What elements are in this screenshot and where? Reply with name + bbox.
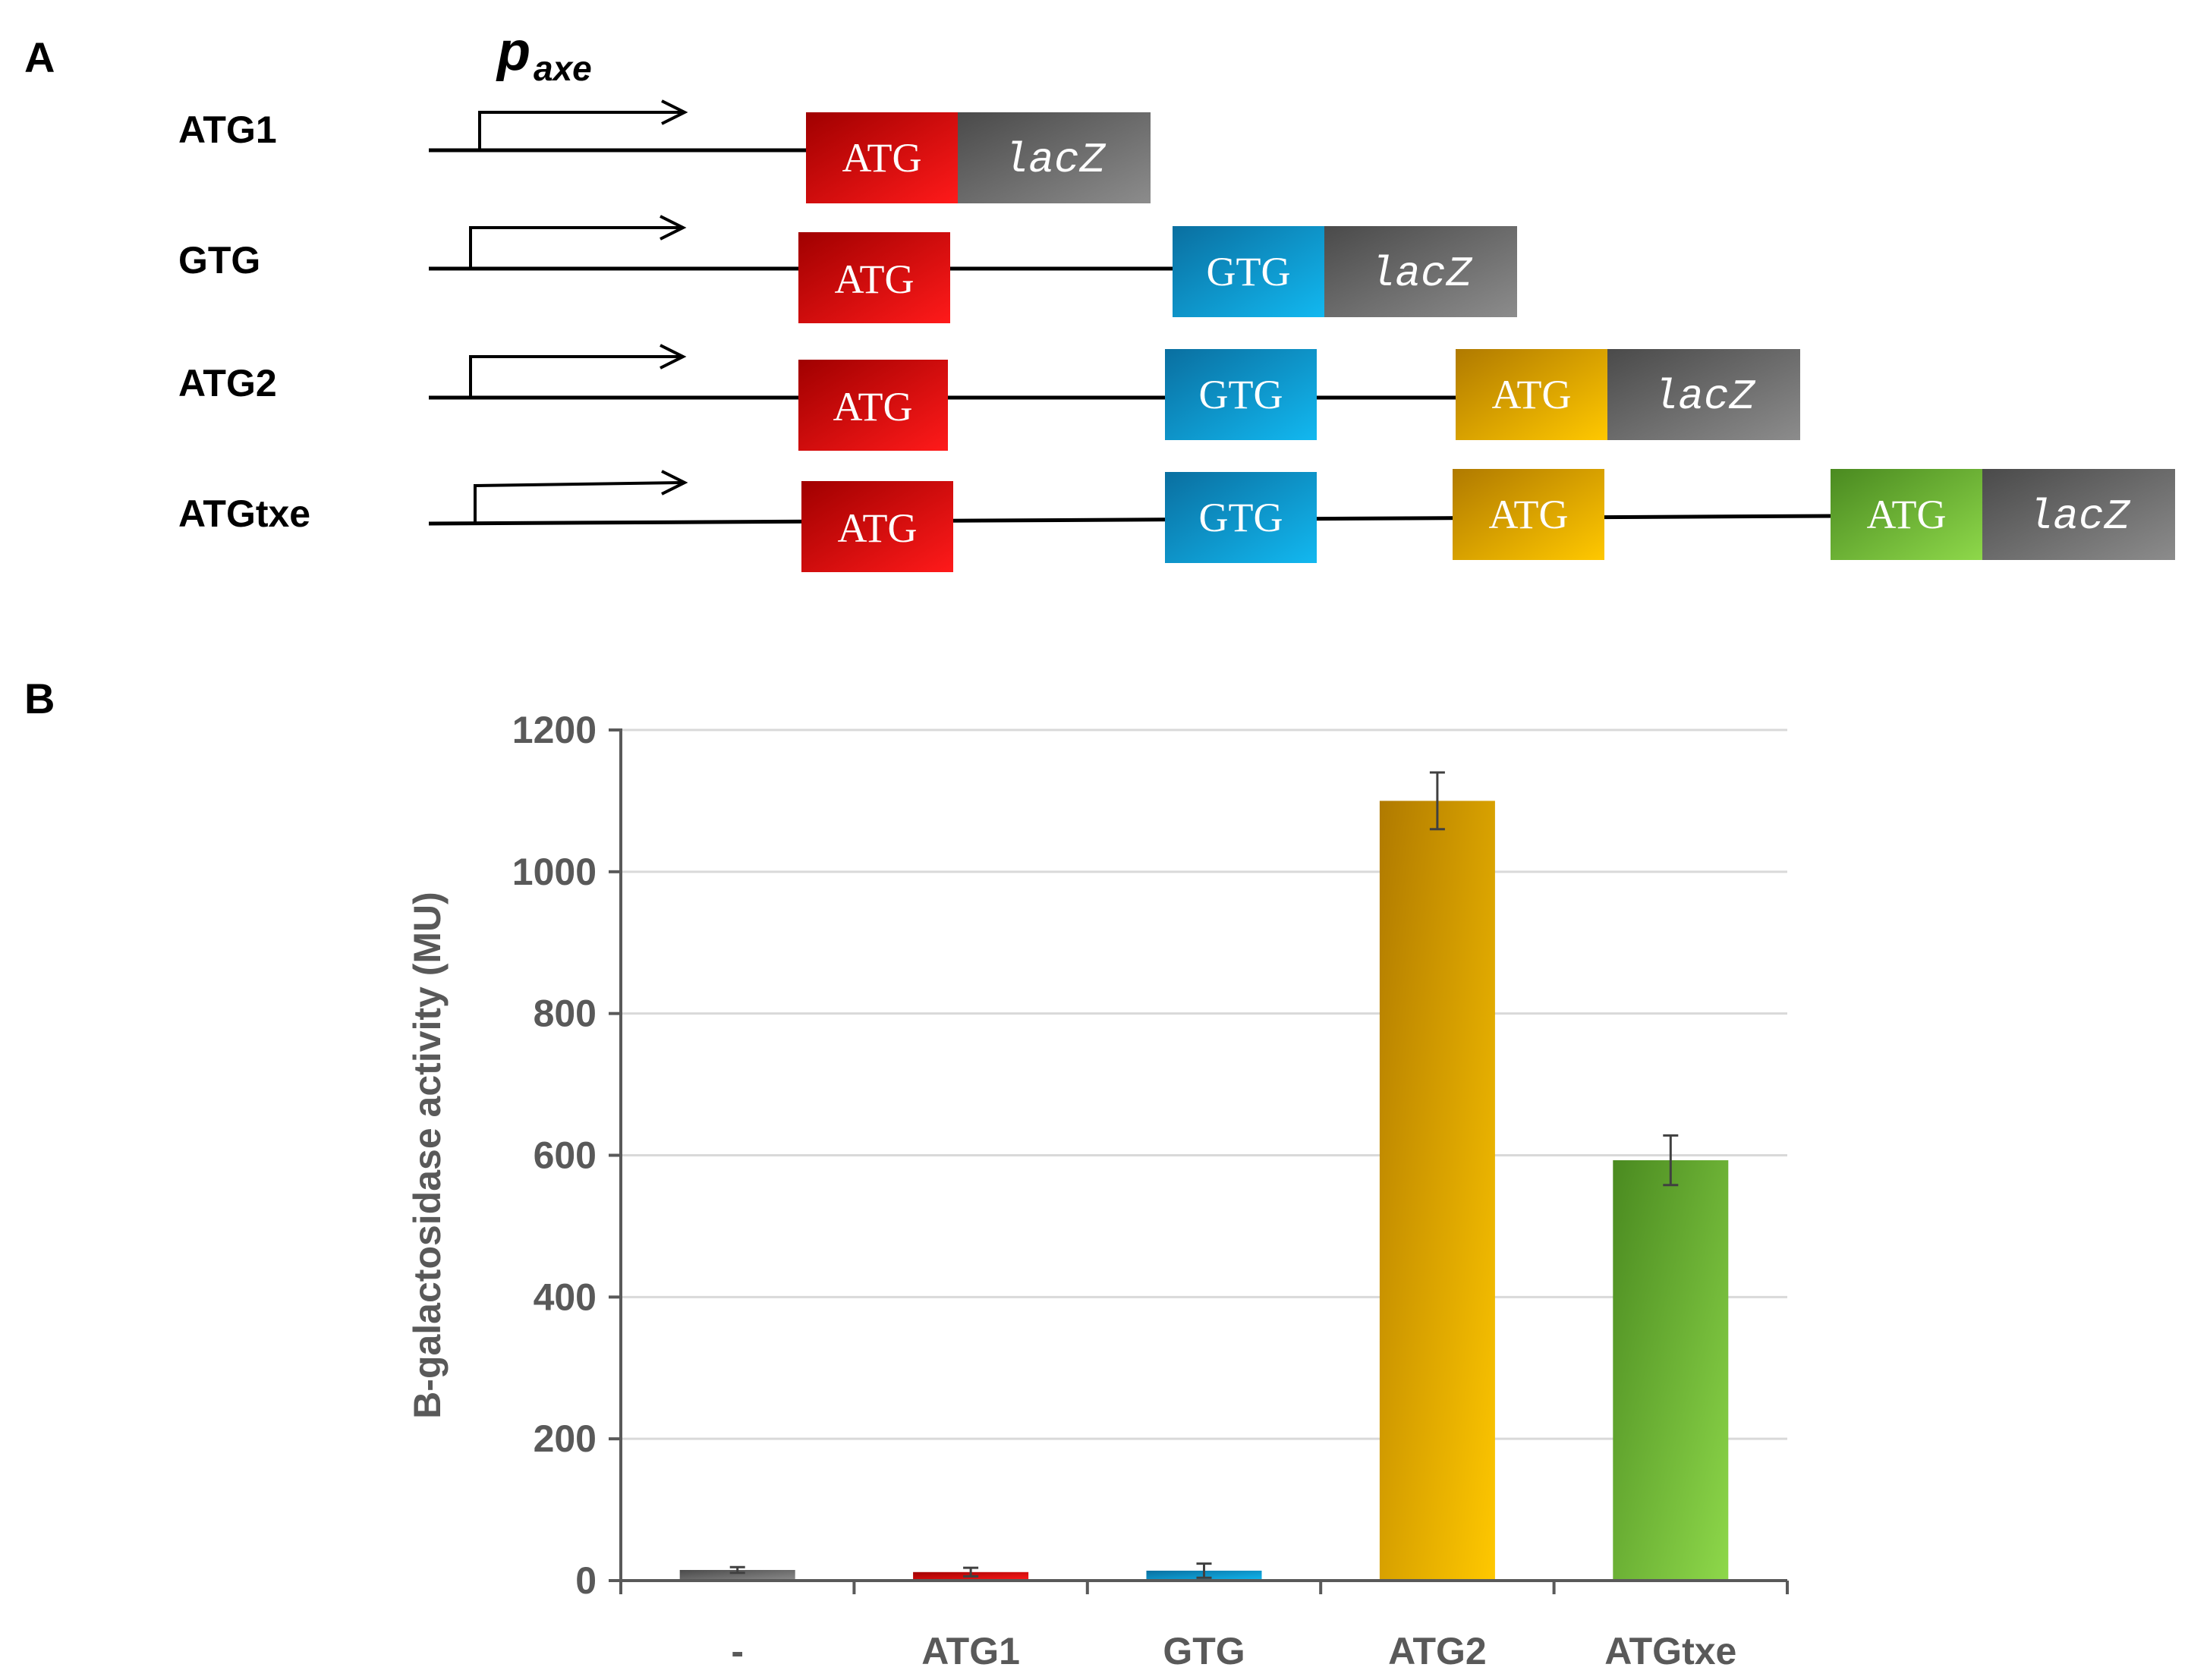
bar [1613,1160,1729,1581]
gene-box-label: lacZ [1003,136,1107,184]
gene-box-label: ATG [1489,492,1569,537]
gridlines [621,728,1787,1440]
gene-box [1165,349,1317,440]
construct-label: GTG [178,239,260,282]
construct-row: ATG1 ATG lacZ [178,99,1151,203]
panel-a-label: A [24,33,55,81]
gene-box-label: ATG [842,135,922,181]
promoter-label: paxe [496,21,592,88]
gene-box [798,232,950,323]
x-category-label: GTG [1163,1630,1245,1672]
y-tick-label: 400 [534,1276,597,1318]
gene-box [1453,469,1604,560]
gene-box [1982,469,2175,560]
promoter-arrow [478,111,683,150]
construct-label: ATG2 [178,362,277,404]
y-tick-label: 800 [534,993,597,1035]
y-axis-title: B-galactosidase activity (MU) [406,892,449,1419]
gene-box-label: lacZ [1370,250,1473,298]
gene-box [1324,226,1517,317]
gene-box-label: ATG [835,256,915,302]
x-category-label: - [731,1630,744,1672]
gene-box [1831,469,1982,560]
gene-box [958,112,1151,203]
gene-box [1165,472,1317,563]
y-tick-label: 600 [534,1134,597,1177]
x-category-label: ATGtxe [1604,1630,1736,1672]
axes [609,728,1789,1594]
y-tick-label: 1000 [512,851,597,893]
promoter-arrow [469,355,682,398]
gene-box-label: GTG [1199,372,1283,417]
construct-diagram: ATG1 ATG lacZ GTG ATG GTG lacZ ATG2 [178,99,2175,572]
gene-box-label: lacZ [2028,492,2131,541]
gene-box-label: ATG [838,505,918,551]
gene-box-label: GTG [1199,495,1283,540]
bar [1379,801,1495,1581]
bar [679,1569,795,1581]
gene-box [1456,349,1607,440]
y-tick-label: 0 [575,1559,597,1602]
gene-box [1173,226,1324,317]
gene-box [806,112,958,203]
construct-label: ATGtxe [178,492,310,535]
bars [679,771,1729,1581]
panel-b-label: B [24,675,55,722]
y-tick-label: 1200 [512,709,597,751]
promoter-symbol: p [496,21,530,82]
gene-box [1607,349,1800,440]
construct-label: ATG1 [178,109,277,151]
construct-row: ATG2 ATG GTG ATG lacZ [178,344,1800,451]
y-tick-label: 200 [534,1417,597,1460]
x-category-label: ATG1 [921,1630,1020,1672]
promoter-subscript: axe [534,49,592,88]
axis-labels: 0 200 400 600 800 1000 1200 - ATG1 GTG ATG2 ATGtxe B… [406,709,1736,1672]
gene-box [798,360,948,451]
gene-box [801,481,953,572]
gene-box-label: GTG [1207,249,1291,294]
gene-box-label: lacZ [1653,373,1756,421]
gene-box-label: ATG [833,384,913,429]
x-category-label: ATG2 [1388,1630,1487,1672]
svg-text:paxe: paxe [496,21,592,88]
bar-chart: 0 200 400 600 800 1000 1200 - ATG1 GTG ATG2 ATGtxe B… [406,709,1789,1672]
construct-row: ATGtxe ATG GTG ATG ATG lacZ [178,469,2175,572]
promoter-arrow [474,481,684,524]
promoter-arrow [469,226,682,269]
gene-box-label: ATG [1492,372,1572,417]
construct-row: GTG ATG GTG lacZ [178,215,1517,323]
gene-box-label: ATG [1867,492,1947,537]
